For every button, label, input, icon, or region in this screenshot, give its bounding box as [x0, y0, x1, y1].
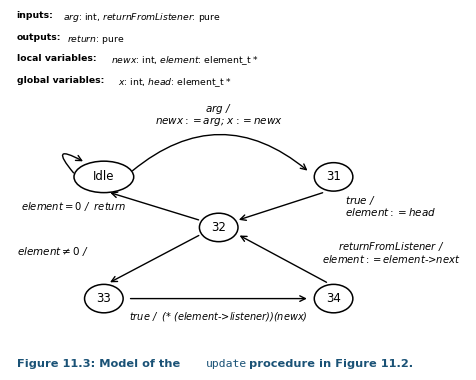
Text: $newx := arg$; $x := newx$: $newx := arg$; $x := newx$ [154, 116, 282, 128]
Text: procedure in Figure 11.2.: procedure in Figure 11.2. [244, 359, 412, 369]
Text: local variables:: local variables: [17, 54, 96, 63]
Text: global variables:: global variables: [17, 76, 104, 85]
Text: Figure 11.3: Model of the: Figure 11.3: Model of the [17, 359, 183, 369]
Text: $element \neq 0$ /: $element \neq 0$ / [17, 245, 88, 258]
Text: inputs:: inputs: [17, 11, 53, 20]
Text: $element = 0$ /  $return$: $element = 0$ / $return$ [21, 200, 126, 213]
Ellipse shape [74, 161, 133, 193]
Text: $true$ /: $true$ / [344, 194, 375, 207]
Text: update: update [206, 359, 247, 369]
Text: $\mathit{return}$: pure: $\mathit{return}$: pure [67, 33, 124, 46]
Text: 32: 32 [211, 221, 226, 234]
Text: $\mathit{arg}$: int, $\mathit{returnFromListener}$: pure: $\mathit{arg}$: int, $\mathit{returnFrom… [62, 11, 220, 24]
Text: $\mathit{x}$: int, $\mathit{head}$: element_t *: $\mathit{x}$: int, $\mathit{head}$: elem… [118, 76, 230, 89]
Ellipse shape [199, 213, 238, 242]
Text: $element := element$->$next$: $element := element$->$next$ [321, 253, 459, 265]
Ellipse shape [314, 163, 352, 191]
Text: $element := head$: $element := head$ [344, 206, 435, 218]
Ellipse shape [84, 284, 123, 313]
Text: $arg$ /: $arg$ / [205, 103, 232, 117]
Ellipse shape [314, 284, 352, 313]
Text: $true$ /  (* (element->listener))($newx$): $true$ / (* (element->listener))($newx$) [129, 310, 307, 323]
Text: outputs:: outputs: [17, 33, 61, 42]
Text: 31: 31 [326, 170, 340, 184]
Text: $\mathit{newx}$: int, $\mathit{element}$: element_t *: $\mathit{newx}$: int, $\mathit{element}$… [110, 54, 258, 67]
Text: Idle: Idle [93, 170, 114, 184]
Text: 34: 34 [326, 292, 340, 305]
Text: $returnFromListener$ /: $returnFromListener$ / [337, 241, 443, 253]
Text: 33: 33 [96, 292, 111, 305]
